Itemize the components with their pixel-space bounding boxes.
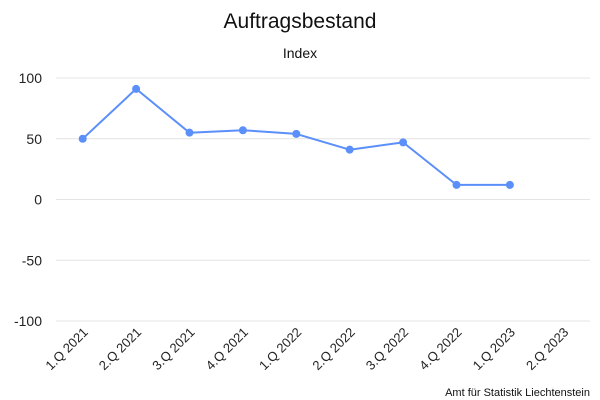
- x-tick-label: 1.Q 2021: [42, 325, 90, 373]
- x-axis: 1.Q 2021 2.Q 2021 3.Q 2021 4.Q 2021 1.Q 2022…: [42, 325, 571, 373]
- data-point: [452, 180, 461, 189]
- x-tick-label: 3.Q 2021: [149, 325, 197, 373]
- x-tick-label: 2.Q 2021: [96, 325, 144, 373]
- data-point: [132, 84, 141, 93]
- y-tick-label: 100: [19, 70, 43, 86]
- data-point: [345, 145, 354, 154]
- x-tick-label: 1.Q 2023: [470, 325, 518, 373]
- y-tick-label: -100: [14, 313, 42, 329]
- x-tick-label: 1.Q 2022: [256, 325, 304, 373]
- y-tick-label: -50: [22, 252, 42, 268]
- data-point: [505, 180, 514, 189]
- chart-subtitle: Index: [283, 45, 317, 61]
- data-point: [185, 128, 194, 137]
- data-point: [238, 126, 247, 135]
- data-point: [292, 129, 301, 138]
- x-tick-label: 2.Q 2023: [523, 325, 571, 373]
- x-tick-label: 4.Q 2021: [203, 325, 251, 373]
- data-point: [78, 134, 87, 143]
- y-tick-label: 50: [26, 131, 42, 147]
- y-axis: 100 50 0 -50 -100: [14, 70, 42, 329]
- grid-lines: [56, 77, 590, 322]
- data-point: [399, 138, 408, 147]
- chart-title: Auftragsbestand: [224, 10, 377, 33]
- y-tick-label: 0: [34, 192, 42, 208]
- x-tick-label: 2.Q 2022: [309, 325, 357, 373]
- source-credit: Amt für Statistik Liechtenstein: [445, 387, 590, 399]
- x-tick-label: 4.Q 2022: [416, 325, 464, 373]
- x-tick-label: 3.Q 2022: [363, 325, 411, 373]
- series-layer: [78, 84, 514, 189]
